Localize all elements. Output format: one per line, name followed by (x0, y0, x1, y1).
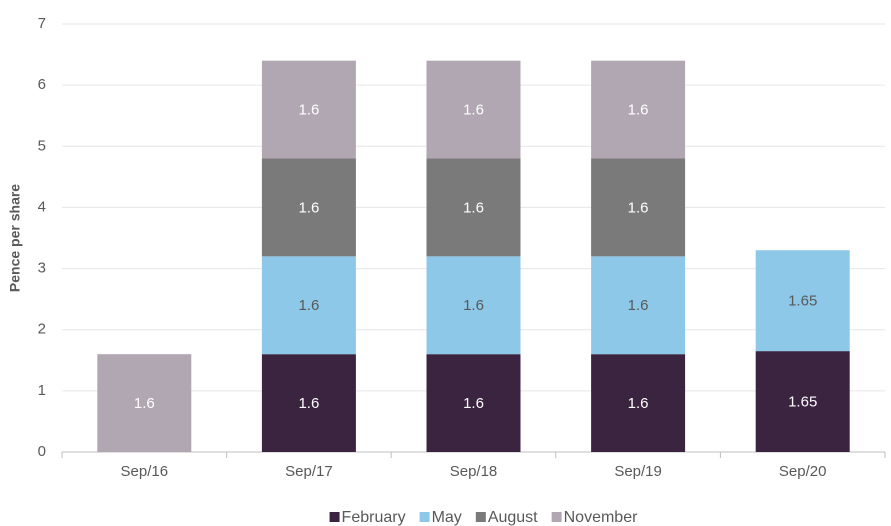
bar-segment (261, 158, 356, 257)
data-label: 1.65 (788, 394, 817, 411)
y-axis-label: Pence per share (7, 184, 23, 292)
bar-segment (426, 60, 521, 159)
y-tick-label: 2 (38, 321, 46, 338)
bar-segment (591, 354, 686, 452)
data-label: 1.65 (788, 293, 817, 310)
y-tick-label: 7 (38, 15, 46, 32)
x-tick-label: Sep/16 (121, 463, 169, 480)
bar-segment (755, 351, 850, 452)
legend-label: November (564, 509, 638, 526)
bar-segment (426, 256, 521, 355)
data-label: 1.6 (298, 395, 319, 412)
y-tick-label: 1 (38, 382, 46, 399)
bar-segment (755, 250, 850, 352)
y-tick-label: 3 (38, 260, 46, 277)
x-tick-label: Sep/20 (779, 463, 827, 480)
data-label: 1.6 (298, 297, 319, 314)
legend-label: May (432, 509, 462, 526)
legend-swatch (329, 512, 340, 522)
legend-item: August (475, 509, 538, 526)
y-tick-label: 5 (38, 137, 46, 154)
data-label: 1.6 (628, 297, 649, 314)
legend-item: May (419, 509, 462, 526)
legend-swatch (551, 512, 562, 522)
legend-swatch (475, 512, 486, 522)
bar-segment (426, 158, 521, 257)
y-tick-label: 4 (38, 198, 46, 215)
bar-segment (261, 354, 356, 452)
data-label: 1.6 (298, 199, 319, 216)
data-label: 1.6 (628, 102, 649, 119)
bar-segment (261, 256, 356, 355)
data-label: 1.6 (463, 297, 484, 314)
data-label: 1.6 (134, 395, 155, 412)
bar-segment (261, 60, 356, 159)
legend-label: August (488, 509, 538, 526)
x-tick-label: Sep/18 (450, 463, 498, 480)
data-label: 1.6 (628, 199, 649, 216)
x-tick-label: Sep/19 (614, 463, 662, 480)
data-label: 1.6 (463, 102, 484, 119)
bar-segment (97, 354, 192, 452)
x-tick-label: Sep/17 (285, 463, 333, 480)
bar-segment (591, 158, 686, 257)
data-label: 1.6 (628, 395, 649, 412)
data-label: 1.6 (463, 395, 484, 412)
bar-segment (591, 60, 686, 159)
bar-segment (591, 256, 686, 355)
legend-item: November (551, 509, 638, 526)
y-tick-label: 6 (38, 76, 46, 93)
data-label: 1.6 (298, 102, 319, 119)
data-label: 1.6 (463, 199, 484, 216)
bar-segment (426, 354, 521, 452)
y-tick-label: 0 (38, 443, 46, 460)
legend-label: February (342, 509, 406, 526)
legend-swatch (419, 512, 430, 522)
legend-item: February (329, 509, 406, 526)
